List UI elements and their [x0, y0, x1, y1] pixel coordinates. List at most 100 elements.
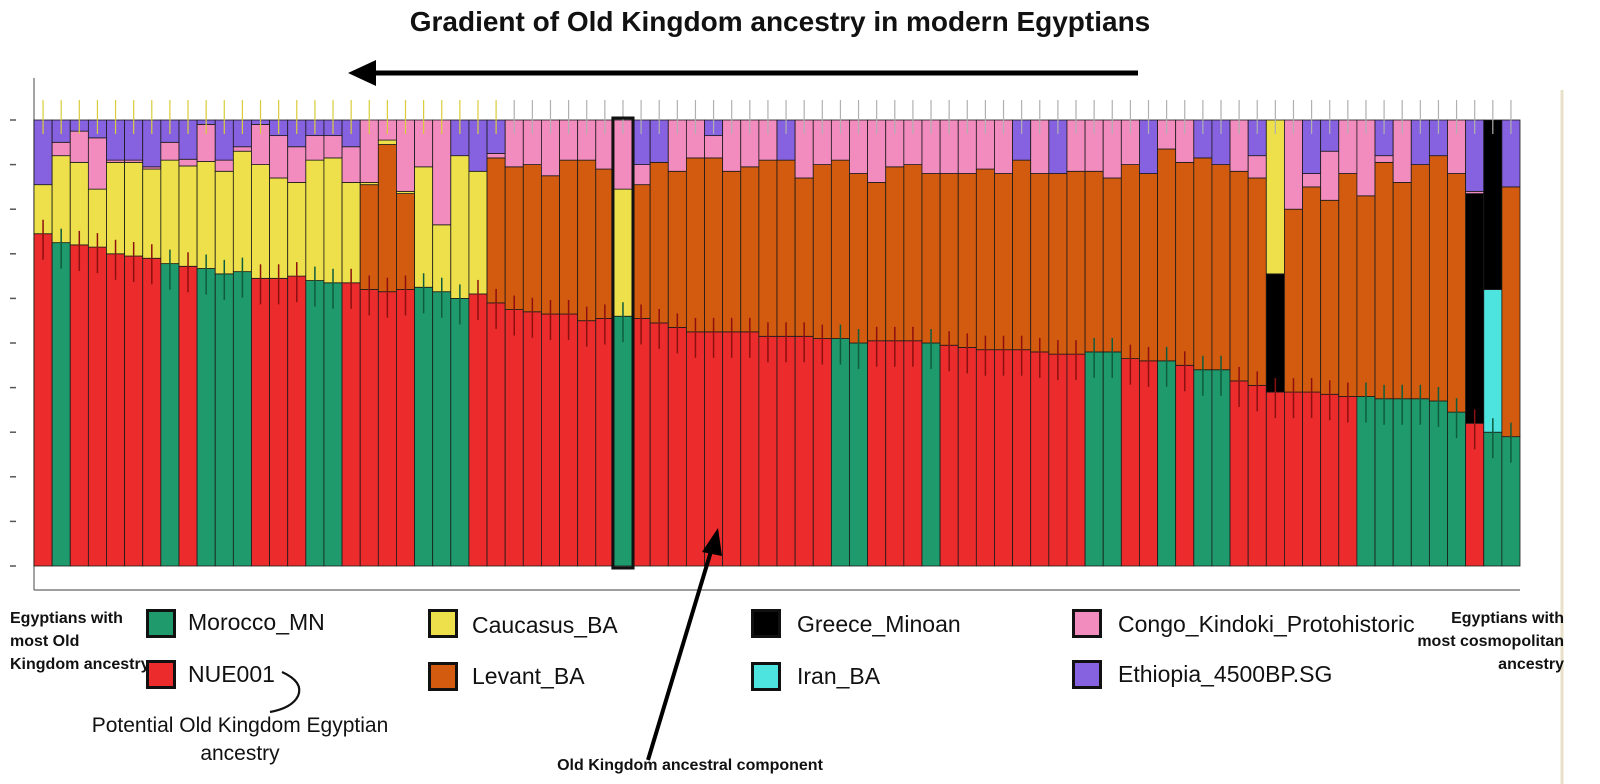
bar-segment-levant-ba	[649, 161, 669, 324]
legend-label-ethiopia: Ethiopia_4500BP.SG	[1118, 661, 1333, 687]
bar-segment-morocco-mn	[160, 263, 180, 567]
bar-segment-nue001	[1229, 380, 1249, 567]
bar-segment-levant-ba	[903, 164, 923, 342]
chart-title: Gradient of Old Kingdom ancestry in mode…	[409, 6, 1151, 37]
bar-segment-nue001	[1030, 351, 1050, 567]
bar-segment-nue001	[1175, 364, 1195, 567]
bar-segment-congo-kindoki-protohistoric	[214, 159, 234, 172]
bar-segment-levant-ba	[794, 177, 814, 337]
bar-segment-levant-ba	[1356, 195, 1376, 397]
bar-segment-levant-ba	[1428, 155, 1448, 402]
bar-segment-levant-ba	[776, 159, 796, 337]
bar-segment-caucasus-ba	[1265, 119, 1285, 275]
bar-segment-levant-ba	[1410, 164, 1430, 400]
bar-segment-levant-ba	[359, 184, 379, 290]
bar-segment-nue001	[559, 313, 579, 567]
bar-segment-nue001	[468, 293, 488, 567]
bar-segment-nue001	[994, 349, 1013, 567]
bar-segment-levant-ba	[957, 173, 977, 348]
bar-segment-morocco-mn	[1084, 351, 1104, 567]
bar-segment-levant-ba	[722, 170, 742, 333]
bar-segment-levant-ba	[1120, 164, 1140, 360]
bar-segment-nue001	[287, 275, 307, 567]
bar-segment-levant-ba	[921, 173, 941, 344]
legend-swatch-greece	[751, 609, 781, 638]
bar-segment-nue001	[704, 331, 724, 567]
bar-segment-nue001	[867, 340, 887, 567]
bar-segment-levant-ba	[577, 159, 597, 322]
bar-segment-levant-ba	[867, 182, 887, 342]
legend-swatch-nue001	[146, 660, 176, 689]
bar-segment-nue001	[124, 255, 144, 567]
bar-segment-nue001	[142, 257, 162, 567]
bar-segment-nue001	[722, 331, 742, 567]
bar-segment-nue001	[541, 313, 560, 567]
bar-segment-congo-kindoki-protohistoric	[323, 135, 343, 159]
right-annotation: Egyptians with most cosmopolitan ancestr…	[1417, 610, 1564, 673]
bar-segment-morocco-mn	[613, 315, 633, 567]
bar-segment-levant-ba	[377, 144, 397, 293]
bar-segment-levant-ba	[522, 164, 542, 313]
component-arrow-head	[702, 528, 722, 556]
bar-segment-morocco-mn	[450, 297, 470, 567]
bar-segment-morocco-mn	[1193, 369, 1213, 567]
bar-segment-morocco-mn	[432, 291, 452, 567]
bar-segment-congo-kindoki-protohistoric	[1374, 155, 1394, 163]
bar-segment-levant-ba	[1048, 173, 1068, 355]
bar-segment-caucasus-ba	[178, 165, 198, 267]
bar-segment-congo-kindoki-protohistoric	[160, 141, 180, 161]
bar-segment-congo-kindoki-protohistoric	[432, 119, 452, 226]
bar-segment-congo-kindoki-protohistoric	[269, 135, 289, 179]
legend-swatch-congo	[1072, 609, 1102, 638]
bar-segment-nue001	[1284, 391, 1303, 567]
bar-segment-levant-ba	[595, 168, 615, 319]
bar-segment-congo-kindoki-protohistoric	[1320, 150, 1340, 201]
bar-segment-nue001	[885, 340, 905, 567]
legend-swatch-levant	[428, 662, 458, 691]
bar-segment-levant-ba	[1102, 177, 1122, 353]
direction-arrow-head	[348, 60, 376, 86]
bar-segment-morocco-mn	[1157, 360, 1177, 567]
bar-segment-levant-ba	[1229, 170, 1249, 382]
legend-label-congo: Congo_Kindoki_Protohistoric	[1118, 611, 1415, 637]
bar-segment-nue001	[975, 349, 995, 567]
bar-segment-nue001	[776, 335, 796, 567]
bar-segment-levant-ba	[1320, 199, 1340, 395]
component-caption: Old Kingdom ancestral component	[557, 757, 823, 774]
bar-segment-levant-ba	[1139, 173, 1158, 362]
bar-segment-congo-kindoki-protohistoric	[178, 158, 198, 167]
bar-segment-levant-ba	[631, 184, 651, 319]
bar-segment-nue001	[1048, 353, 1068, 567]
bar-segment-caucasus-ba	[196, 161, 216, 269]
bar-segment-congo-kindoki-protohistoric	[486, 153, 506, 159]
bar-segment-caucasus-ba	[214, 170, 234, 275]
bar-segment-caucasus-ba	[450, 155, 470, 299]
bar-segment-caucasus-ba	[323, 157, 343, 284]
bar-segment-caucasus-ba	[613, 188, 633, 317]
bar-segment-congo-kindoki-protohistoric	[631, 164, 651, 186]
component-arrow-shaft	[646, 547, 714, 761]
legend-swatch-iran	[751, 662, 781, 691]
bar-segment-nue001	[794, 335, 814, 567]
bar-segment-nue001	[1247, 384, 1267, 567]
bar-segment-morocco-mn	[232, 271, 252, 567]
bar-segment-morocco-mn	[414, 286, 434, 567]
bar-segment-nue001	[1066, 353, 1086, 567]
bar-segment-nue001	[377, 291, 397, 567]
bar-segment-nue001	[1139, 360, 1158, 567]
bar-segment-caucasus-ba	[160, 159, 180, 265]
bar-segment-congo-kindoki-protohistoric	[51, 141, 71, 157]
bar-segment-levant-ba	[704, 157, 724, 333]
left-annotation: Egyptians with most Old Kingdom ancestry	[10, 610, 150, 673]
bar-segment-caucasus-ba	[414, 166, 434, 288]
annotations-group	[269, 60, 1138, 761]
bar-segment-caucasus-ba	[232, 150, 252, 273]
bar-segment-levant-ba	[1374, 161, 1394, 400]
bar-segment-congo-kindoki-protohistoric	[69, 130, 89, 163]
bar-segment-congo-kindoki-protohistoric	[305, 135, 325, 161]
bar-segment-nue001	[1265, 391, 1285, 567]
bar-segment-nue001	[69, 244, 89, 567]
bar-segment-levant-ba	[1066, 170, 1086, 355]
bar-segment-morocco-mn	[921, 342, 941, 567]
